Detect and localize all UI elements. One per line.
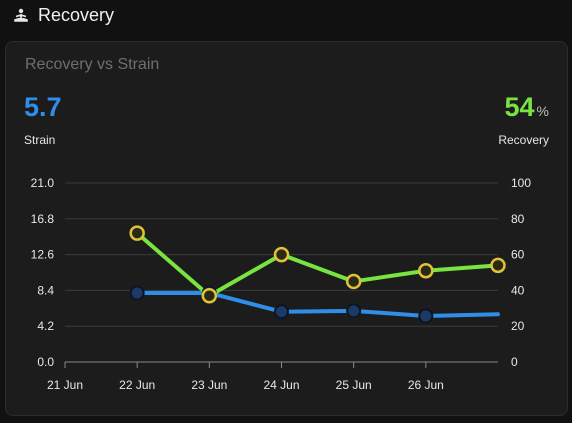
recovery-point xyxy=(201,288,218,304)
card-title: Recovery vs Strain xyxy=(25,56,160,73)
x-tick-label: 21 Jun xyxy=(47,378,83,392)
strain-point xyxy=(274,304,289,320)
recovery-point xyxy=(345,273,362,290)
strain-point xyxy=(346,303,362,319)
y-left-tick-label: 21.0 xyxy=(31,176,55,190)
recovery-label: Recovery xyxy=(498,133,549,147)
y-left-tick-label: 12.6 xyxy=(31,248,55,262)
recovery-readout: 54% xyxy=(505,92,550,123)
x-tick-label: 22 Jun xyxy=(119,378,155,392)
recovery-card: Recovery vs Strain 5.7 Strain 54% Recove… xyxy=(5,41,568,416)
x-tick-label: 24 Jun xyxy=(263,378,299,392)
y-right-tick-label: 60 xyxy=(511,248,525,262)
y-left-tick-label: 16.8 xyxy=(31,212,55,226)
meditation-icon xyxy=(14,8,28,22)
page-header: Recovery xyxy=(0,0,572,36)
recovery-unit: % xyxy=(536,103,549,119)
recovery-point xyxy=(129,225,145,241)
strain-line xyxy=(135,290,500,318)
page-title: Recovery xyxy=(38,5,115,25)
y-left-tick-label: 4.2 xyxy=(37,319,54,333)
recovery-point xyxy=(418,262,434,279)
recovery-point xyxy=(273,246,290,263)
strain-value: 5.7 xyxy=(24,92,62,122)
x-tick-label: 26 Jun xyxy=(408,378,444,392)
y-right-tick-label: 100 xyxy=(511,176,531,190)
x-tick-label: 23 Jun xyxy=(191,378,227,392)
recovery-line xyxy=(135,231,500,298)
y-left-tick-label: 8.4 xyxy=(37,283,54,297)
recovery-value: 54 xyxy=(504,92,535,122)
y-right-tick-label: 40 xyxy=(511,283,525,297)
recovery-point xyxy=(490,257,506,274)
x-tick-label: 25 Jun xyxy=(336,378,372,392)
y-left-tick-label: 0.0 xyxy=(37,355,54,369)
y-right-tick-label: 80 xyxy=(511,212,525,226)
y-right-tick-label: 20 xyxy=(511,319,525,333)
strain-label: Strain xyxy=(24,133,56,147)
strain-point xyxy=(129,285,145,301)
y-right-tick-label: 0 xyxy=(511,355,518,369)
strain-point xyxy=(418,308,434,324)
